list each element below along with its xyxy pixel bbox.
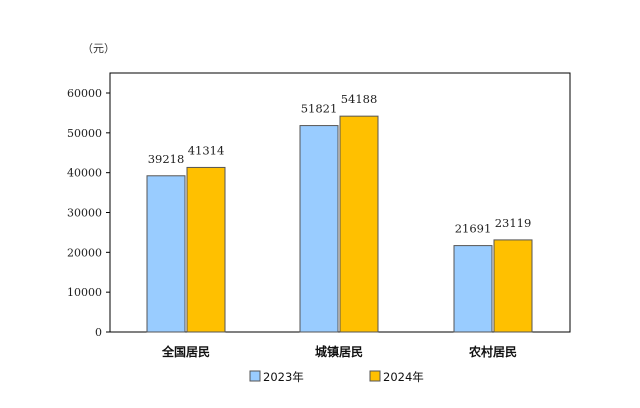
- legend-label: 2024年: [383, 370, 424, 384]
- category-label: 全国居民: [161, 344, 210, 359]
- y-tick-label: 20000: [67, 246, 102, 259]
- data-label: 23119: [495, 216, 532, 230]
- bars: [146, 115, 533, 333]
- y-tick-label: 50000: [67, 127, 102, 140]
- bar-series2: [493, 239, 533, 333]
- data-label: 21691: [455, 222, 492, 236]
- y-tick-label: 40000: [67, 167, 102, 180]
- bar-series2: [186, 166, 226, 333]
- data-label: 54188: [341, 92, 378, 106]
- y-tick-label: 60000: [67, 87, 102, 100]
- legend-swatch: [369, 370, 381, 382]
- y-tick-label: 0: [95, 326, 102, 339]
- x-axis-categories: 全国居民 城镇居民 农村居民: [161, 344, 517, 359]
- bar-series1: [146, 175, 186, 333]
- y-axis-ticks: 0 10000 20000 30000 40000 50000 60000: [67, 87, 110, 339]
- data-label: 51821: [301, 102, 338, 116]
- legend-swatch: [249, 370, 261, 382]
- bar-series2: [339, 115, 379, 333]
- category-label: 城镇居民: [315, 344, 363, 359]
- y-unit-label: （元）: [82, 42, 115, 55]
- bar-series1: [453, 245, 493, 333]
- data-label: 41314: [188, 143, 225, 157]
- category-label: 农村居民: [468, 344, 517, 359]
- data-label: 39218: [148, 152, 185, 166]
- legend-label: 2023年: [263, 370, 304, 384]
- y-tick-label: 30000: [67, 207, 102, 220]
- y-tick-label: 10000: [67, 286, 102, 299]
- bar-series1: [299, 125, 339, 333]
- legend: 2023年 2024年: [249, 370, 424, 384]
